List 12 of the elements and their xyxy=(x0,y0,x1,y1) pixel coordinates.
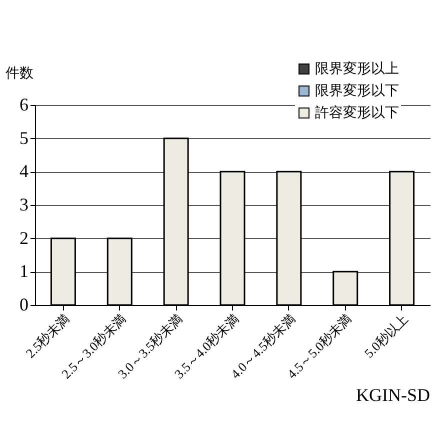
legend-label: 限界変形以下 xyxy=(315,83,399,99)
text: KGIN-SD xyxy=(356,385,430,405)
legend-label: 許容変形以下 xyxy=(315,105,399,121)
y-axis-title: 件数 xyxy=(6,66,34,82)
y-tick-label: 4 xyxy=(20,161,28,182)
y-tick-label: 6 xyxy=(20,94,28,114)
legend-label: 限界変形以上 xyxy=(315,61,399,77)
y-tick-label: 2 xyxy=(20,228,28,248)
y-tick-label: 5 xyxy=(20,128,28,148)
x-tick-label: 5.0秒以上 xyxy=(361,311,411,361)
y-tick-label: 1 xyxy=(20,261,28,282)
y-tick-label: 3 xyxy=(20,194,28,214)
